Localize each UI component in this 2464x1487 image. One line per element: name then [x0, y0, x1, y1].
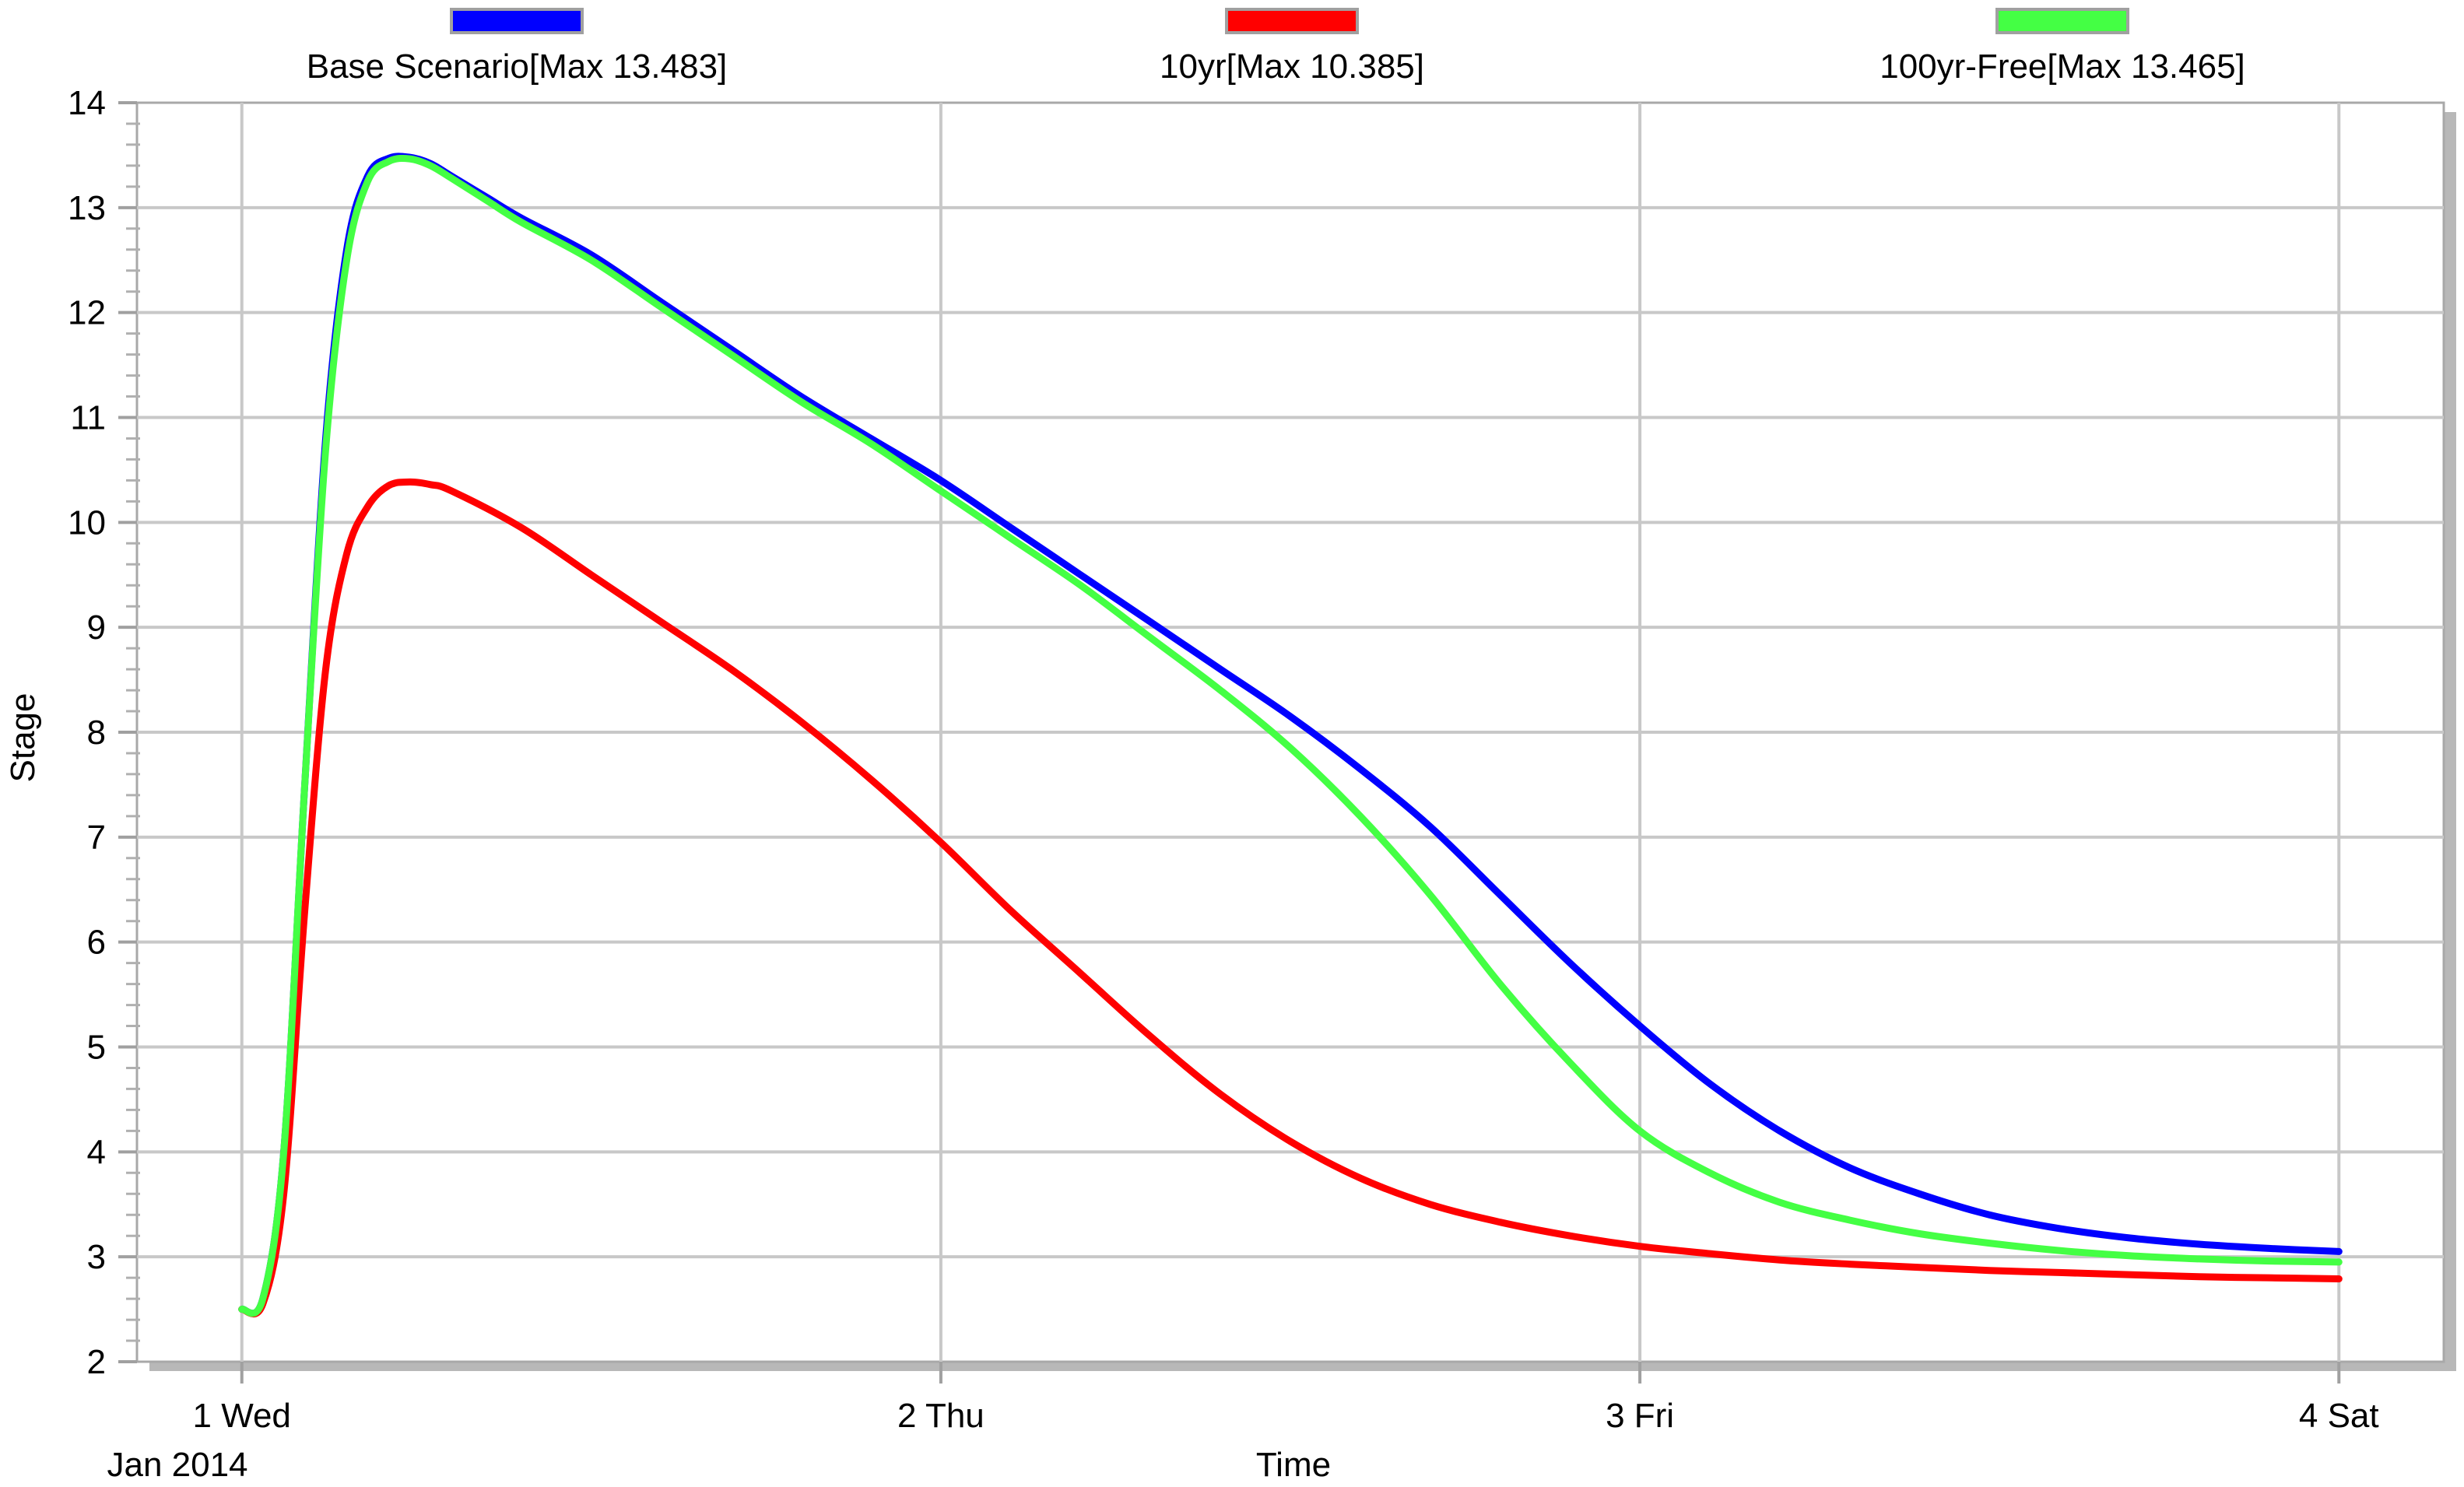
plot-frame — [135, 101, 2456, 1371]
y-tick-label: 13 — [68, 189, 106, 227]
y-axis-title: Stage — [4, 693, 42, 783]
y-tick-label: 11 — [70, 399, 106, 437]
y-tick-label: 2 — [87, 1343, 106, 1381]
legend-swatch — [1225, 8, 1359, 34]
x-axis: 1 Wed 2 Thu 3 Fri 4 Sat — [193, 1362, 2379, 1435]
y-tick-label: 12 — [68, 294, 106, 332]
y-tick-label: 14 — [68, 84, 106, 122]
y-tick-label: 7 — [87, 819, 106, 857]
y-tick-label: 9 — [87, 608, 106, 647]
y-tick-label: 6 — [87, 924, 106, 962]
legend-swatch — [1995, 8, 2129, 34]
x-tick-label: 2 Thu — [897, 1397, 985, 1435]
y-tick-label: 4 — [87, 1133, 106, 1171]
series-line-3 — [238, 155, 2343, 1317]
y-tick-label: 3 — [87, 1238, 106, 1276]
legend-label: 10yr[Max 10.385] — [1160, 47, 1424, 86]
legend: Base Scenario[Max 13.483] 10yr[Max 10.385… — [307, 8, 2245, 86]
legend-label: Base Scenario[Max 13.483] — [307, 47, 728, 86]
y-tick-label: 10 — [68, 503, 106, 542]
y-tick-label: 8 — [87, 714, 106, 752]
x-tick-label: 4 Sat — [2299, 1397, 2379, 1435]
series-lines — [238, 153, 2343, 1318]
x-axis-date-label: Jan 2014 — [107, 1446, 247, 1483]
y-tick-label: 5 — [87, 1029, 106, 1067]
legend-swatch — [450, 8, 584, 34]
x-axis-title: Time — [1256, 1446, 1331, 1483]
y-axis: 2 3 4 5 6 7 8 9 10 11 12 13 14 — [68, 84, 140, 1381]
x-tick-label: 1 Wed — [193, 1397, 291, 1435]
series-line-2 — [238, 478, 2343, 1318]
x-tick-label: 3 Fri — [1606, 1397, 1674, 1435]
legend-label: 100yr-Free[Max 13.465] — [1880, 47, 2245, 86]
grid — [137, 103, 2444, 1362]
